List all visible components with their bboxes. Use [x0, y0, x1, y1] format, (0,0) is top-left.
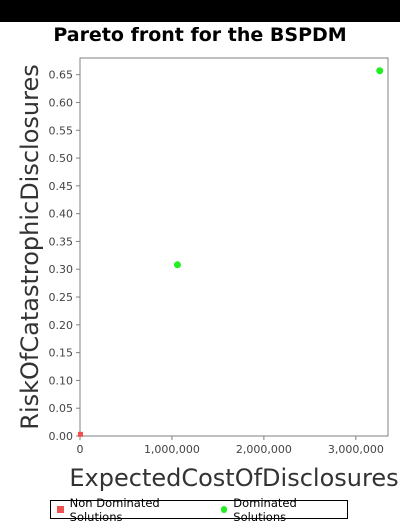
x-tick-label: 2,000,000: [236, 443, 292, 456]
x-axis-label: ExpectedCostOfDisclosures: [69, 464, 398, 492]
x-tick-label: 3,000,000: [328, 443, 384, 456]
legend: Non Dominated Solutions Dominated Soluti…: [50, 496, 348, 524]
legend-label: Non Dominated Solutions: [69, 495, 160, 524]
y-axis: 0.00 0.05 0.10 0.15 0.20 0.25 0.30 0.35 0.40 0.45…: [49, 69, 80, 443]
chart-title: Pareto front for the BSPDM: [53, 24, 347, 46]
legend-label: Dominated Solutions: [233, 495, 297, 524]
y-tick-label: 0.30: [49, 263, 74, 276]
y-tick-label: 0.25: [49, 291, 74, 304]
dominated-point: [173, 261, 181, 269]
data-points: [77, 67, 384, 437]
y-tick-label: 0.55: [49, 124, 74, 137]
y-tick-label: 0.05: [49, 402, 74, 415]
x-tick-label: 1,000,000: [144, 443, 200, 456]
y-tick-label: 0.60: [49, 96, 74, 109]
y-tick-label: 0.15: [49, 347, 74, 360]
legend-item-non-dominated: Non Dominated Solutions: [57, 496, 209, 524]
plot-area: [79, 57, 389, 437]
legend-circle-icon: [220, 506, 228, 513]
y-tick-label: 0.45: [49, 180, 74, 193]
y-tick-label: 0.35: [49, 235, 74, 248]
y-tick-label: 0.50: [49, 152, 74, 165]
y-axis-label: RiskOfCatastrophicDisclosures: [16, 64, 44, 429]
x-tick-label: 0: [77, 443, 84, 456]
y-tick-label: 0.40: [49, 208, 74, 221]
x-axis: 0 1,000,000 2,000,000 3,000,000: [77, 436, 384, 456]
top-bar: [0, 0, 400, 22]
y-tick-label: 0.10: [49, 374, 74, 387]
dominated-point: [376, 67, 384, 75]
y-tick-label: 0.20: [49, 319, 74, 332]
non-dominated-point: [77, 431, 83, 437]
legend-item-dominated: Dominated Solutions: [220, 495, 347, 524]
y-tick-label: 0.65: [49, 69, 74, 82]
y-tick-label: 0.00: [49, 430, 74, 443]
legend-square-icon: [57, 506, 64, 513]
